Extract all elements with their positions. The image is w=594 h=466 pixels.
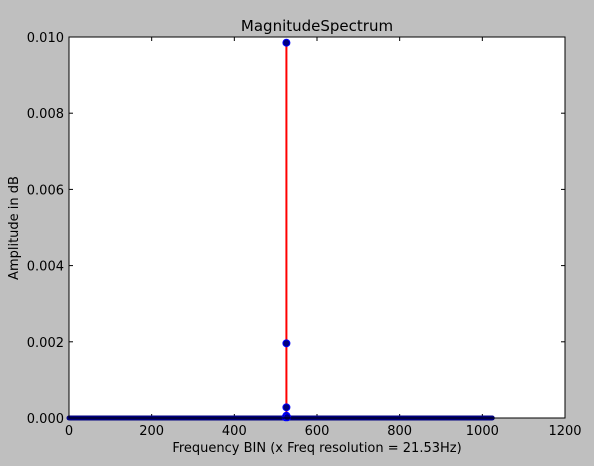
x-tick-label: 600 (305, 424, 330, 439)
y-tick-label: 0.010 (27, 31, 64, 46)
y-tick-label: 0.006 (27, 183, 64, 198)
plot-frame (68, 36, 566, 419)
y-tick-label: 0.008 (27, 107, 64, 122)
x-tick-label: 200 (139, 424, 164, 439)
plot-area (69, 37, 565, 418)
y-tick-label: 0.002 (27, 336, 64, 351)
y-tick-label: 0.004 (27, 260, 64, 275)
x-tick-label: 1000 (466, 424, 499, 439)
data-point (283, 413, 292, 422)
chart-title: MagnitudeSpectrum (241, 17, 393, 35)
x-axis-ticks: 0 200 400 600 800 1000 1200 (65, 37, 582, 439)
data-point (282, 38, 291, 47)
x-axis-label: Frequency BIN (x Freq resolution = 21.53… (172, 441, 461, 456)
data-point (282, 403, 291, 412)
y-axis-label: Amplitude in dB (7, 176, 22, 280)
y-axis-ticks: 0.000 0.002 0.004 0.006 0.008 0.010 (27, 31, 565, 427)
x-tick-label: 1200 (548, 424, 581, 439)
data-point (282, 339, 291, 348)
x-tick-label: 0 (65, 424, 73, 439)
x-tick-label: 400 (222, 424, 247, 439)
x-tick-label: 800 (387, 424, 412, 439)
y-tick-label: 0.000 (27, 412, 64, 427)
